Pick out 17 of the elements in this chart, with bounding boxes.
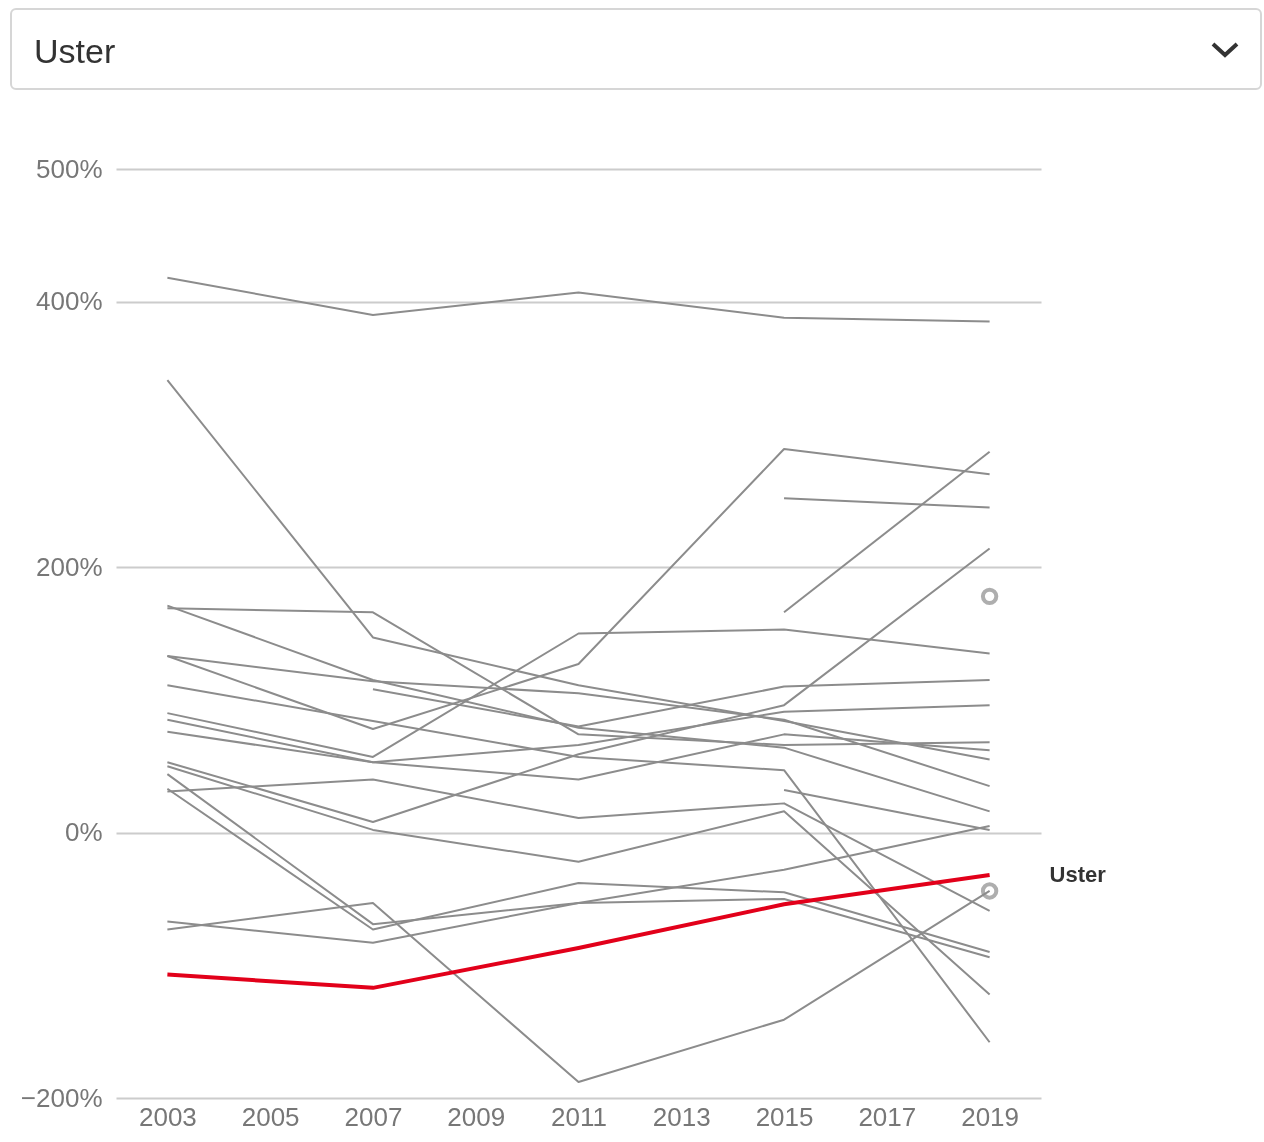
y-tick-label: 400% xyxy=(36,286,103,317)
x-tick-label: 2011 xyxy=(551,1101,607,1132)
y-tick-label: −200% xyxy=(20,1082,103,1113)
y-tick-label: 500% xyxy=(36,153,103,184)
x-tick-label: 2015 xyxy=(755,1101,814,1132)
x-tick-label: 2007 xyxy=(344,1101,403,1132)
text: Uster xyxy=(1049,862,1107,888)
x-tick-label: 2013 xyxy=(652,1101,711,1132)
y-tick-label: 0% xyxy=(64,817,103,848)
x-tick-label: 2019 xyxy=(961,1101,1020,1132)
x-tick-label: 2017 xyxy=(858,1101,917,1132)
x-tick-label: 2003 xyxy=(138,1101,197,1132)
x-tick-label: 2005 xyxy=(241,1101,300,1132)
x-tick-label: 2009 xyxy=(447,1101,506,1132)
dropdown-field: Uster xyxy=(10,8,1262,90)
y-tick-label: 200% xyxy=(36,551,103,582)
chart-title: Uster xyxy=(34,32,116,71)
